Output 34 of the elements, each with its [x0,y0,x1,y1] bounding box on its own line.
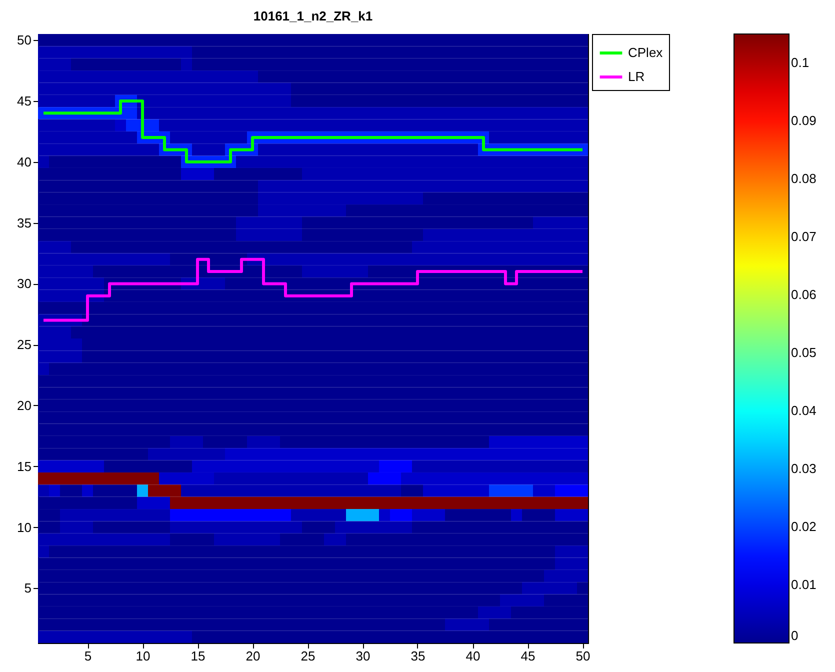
y-tick-label: 50 [17,32,32,48]
color-bar-label: 0.01 [791,577,816,592]
y-tick-label: 20 [17,398,32,413]
x-tick-label: 30 [356,648,370,664]
color-bar-label: 0.06 [791,287,816,302]
chart-title: 10161_1_n2_ZR_k1 [253,8,373,24]
color-bar-label: 0 [791,628,798,643]
x-tick-label: 25 [300,648,316,664]
x-tick-label: 45 [520,648,536,664]
y-tick-label: 15 [17,458,32,474]
y-tick-label: 40 [17,154,32,170]
color-bar-label: 0.05 [791,345,816,360]
x-tick-label: 10 [136,648,150,664]
y-tick-label: 10 [17,520,32,535]
color-bar-label: 0.09 [791,113,816,128]
color-bar-label: 0.07 [791,229,816,244]
y-tick-label: 25 [17,337,32,352]
legend-label: CPlex [628,45,664,60]
y-tick-label: 35 [17,215,32,230]
color-bar-label: 0.04 [791,403,816,418]
color-bar-label: 0.08 [791,171,816,186]
x-tick-label: 15 [190,648,206,664]
legend-label: LR [628,69,645,84]
color-bar-label: 0.1 [791,55,810,70]
x-tick-label: 5 [84,648,92,664]
x-tick-label: 20 [246,648,260,664]
y-tick-label: 5 [24,580,32,596]
x-tick-label: 50 [576,648,590,664]
color-bar-label: 0.02 [791,519,816,534]
y-tick-label: 45 [17,93,32,108]
color-bar-label: 0.03 [791,461,816,476]
x-tick-label: 40 [466,648,480,664]
x-tick-label: 35 [410,648,426,664]
y-tick-label: 30 [17,276,32,292]
